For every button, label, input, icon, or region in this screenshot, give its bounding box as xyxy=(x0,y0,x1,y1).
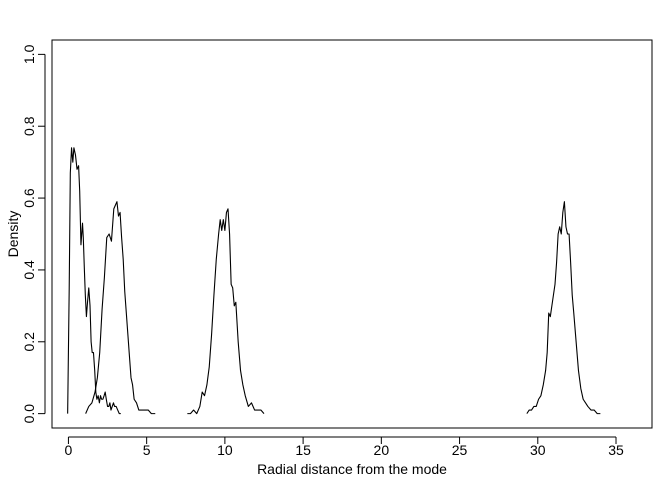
x-tick-label: 5 xyxy=(143,442,151,458)
x-tick-label: 20 xyxy=(374,442,390,458)
density-curve-3 xyxy=(187,208,265,415)
x-axis-label: Radial distance from the mode xyxy=(257,461,447,477)
y-tick-label: 0.4 xyxy=(21,260,37,280)
y-tick-label: 0.2 xyxy=(21,332,37,352)
density-curve-2 xyxy=(85,201,156,415)
density-curve-1 xyxy=(67,147,121,415)
density-curve-4 xyxy=(526,201,601,415)
y-tick-label: 0.6 xyxy=(21,188,37,208)
y-tick-label: 0.8 xyxy=(21,116,37,136)
x-tick-label: 30 xyxy=(530,442,546,458)
x-tick-label: 35 xyxy=(608,442,624,458)
y-tick-label: 0.0 xyxy=(21,404,37,424)
y-tick-label: 1.0 xyxy=(21,44,37,64)
x-tick-label: 25 xyxy=(452,442,468,458)
series-layer xyxy=(67,147,601,415)
y-axis: 0.0 0.2 0.4 0.6 0.8 1.0 xyxy=(21,44,46,424)
x-tick-label: 15 xyxy=(295,442,311,458)
x-tick-label: 10 xyxy=(217,442,233,458)
plot-frame xyxy=(51,39,653,429)
x-tick-label: 0 xyxy=(65,442,73,458)
x-axis: 0 5 10 15 20 25 30 35 xyxy=(65,436,624,458)
y-axis-label: Density xyxy=(5,211,21,258)
